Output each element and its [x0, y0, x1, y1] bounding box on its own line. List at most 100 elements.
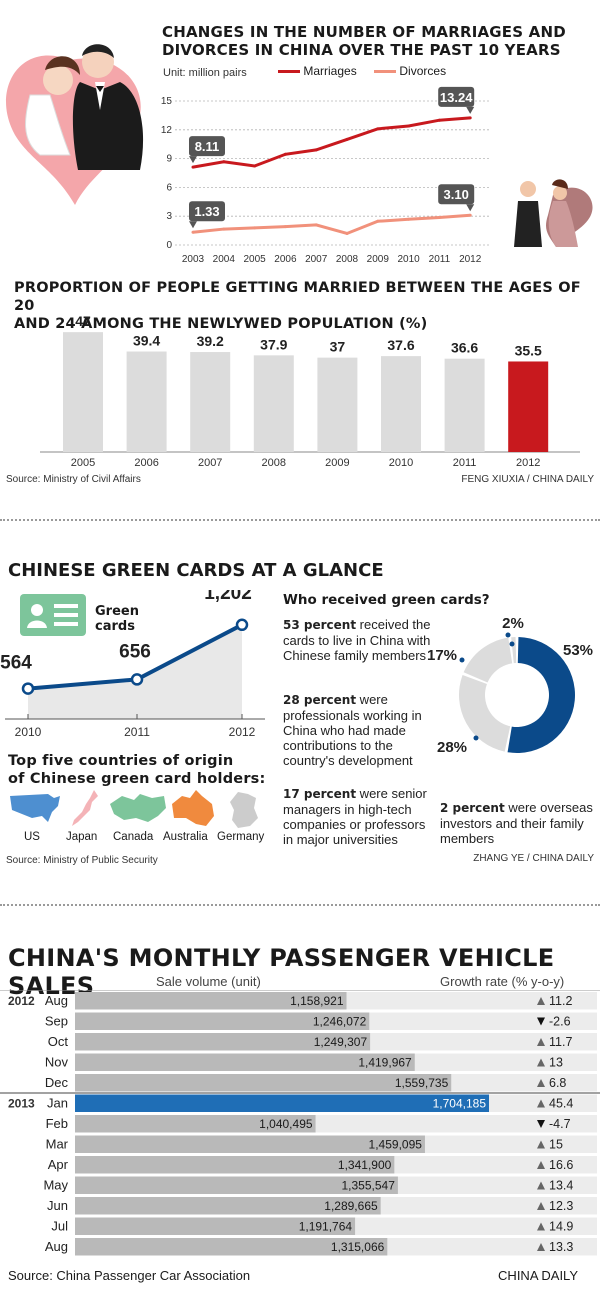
bar: [317, 357, 358, 452]
y-tick-label: 12: [161, 125, 173, 136]
growth-value-label: 13.4: [549, 1179, 573, 1193]
slice-label: 53%: [563, 642, 593, 659]
month-label: Aug: [45, 993, 68, 1008]
green-card-icon: [20, 594, 86, 636]
growth-value-label: 45.4: [549, 1097, 573, 1111]
up-triangle-icon: [537, 1140, 545, 1149]
x-tick-label: 2010: [15, 725, 42, 739]
series-line-marriages: [192, 116, 471, 169]
x-tick-label: 2009: [367, 254, 390, 265]
data-point: [21, 682, 35, 695]
up-triangle-icon: [537, 1058, 545, 1067]
source-label: Source: China Passenger Car Association: [8, 1268, 251, 1283]
growth-value-label: 14.9: [549, 1220, 573, 1234]
data-point: [314, 223, 318, 227]
callout-box: [189, 201, 225, 222]
x-tick-label: 2004: [213, 254, 236, 265]
growth-value-label: 11.7: [549, 1035, 572, 1049]
callout-pointer: [189, 221, 197, 229]
sales-value-label: 1,341,900: [338, 1158, 392, 1172]
callout-label: 1.33: [194, 204, 219, 219]
x-tick-label: 2006: [274, 254, 297, 265]
bar: [126, 351, 167, 452]
y-tick-label: 9: [166, 154, 172, 165]
source-label: Source: Ministry of Public Security: [6, 855, 158, 866]
x-tick-label: 2007: [198, 457, 222, 469]
callout-box: [438, 86, 475, 107]
growth-value-label: 12.3: [549, 1199, 573, 1213]
country-label: Australia: [163, 831, 208, 843]
marriage-chart-title: CHANGES IN THE NUMBER OF MARRIAGES AND D…: [162, 23, 566, 59]
title-line-2: AND 24 AMONG THE NEWLYWED POPULATION (%): [14, 316, 428, 332]
month-label: Mar: [46, 1137, 69, 1152]
sales-value-label: 1,158,921: [290, 994, 344, 1008]
sales-bar: [75, 1176, 398, 1194]
section-divider: [0, 904, 600, 906]
legend-marriages-label: Marriages: [303, 64, 357, 78]
bar-value-label: 39.4: [133, 333, 160, 349]
callout-divorces-end: 3.10: [438, 184, 475, 212]
legend: Marriages Divorces: [278, 64, 446, 78]
x-tick-label: 2012: [459, 254, 482, 265]
data-label: 564: [0, 653, 32, 674]
up-triangle-icon: [537, 1099, 545, 1108]
callout-marriages-start: 8.11: [189, 136, 225, 164]
x-tick-label: 2012: [229, 725, 256, 739]
bar-value-label: 35.5: [515, 342, 542, 358]
country-label: Germany: [217, 831, 265, 843]
data-point: [235, 618, 249, 632]
growth-value-label: 15: [549, 1138, 563, 1152]
month-label: Jun: [47, 1198, 68, 1213]
sales-bar: [75, 992, 347, 1010]
title-line-2: DIVORCES IN CHINA OVER THE PAST 10 YEARS: [162, 41, 561, 59]
data-point: [191, 165, 195, 169]
growth-value-label: 6.8: [549, 1076, 566, 1090]
sales-bar: [75, 1115, 316, 1133]
p53-text: 53 percent received the cards to live in…: [283, 617, 433, 663]
x-tick-label: 2011: [429, 254, 451, 265]
bar: [253, 355, 294, 452]
germany-map-icon: [230, 792, 258, 828]
growth-value-label: 13.3: [549, 1240, 573, 1254]
callout-marriages-end: 13.24: [438, 86, 475, 114]
p17-text: 17 percent were senior managers in high-…: [283, 786, 433, 847]
donut-slice: [459, 675, 511, 752]
x-tick-label: 2012: [516, 457, 540, 469]
sales-value-label: 1,355,547: [341, 1179, 395, 1193]
up-triangle-icon: [537, 1079, 545, 1087]
data-point: [468, 116, 472, 120]
unit-label: Unit: million pairs: [163, 67, 247, 79]
slice-label: 2%: [502, 615, 524, 632]
bar: [63, 332, 103, 452]
data-point: [345, 231, 349, 235]
bar-value-label: 39.2: [197, 333, 224, 349]
up-triangle-icon: [537, 1243, 545, 1251]
p28-bold: 28 percent: [283, 693, 357, 707]
credit-label: FENG XIUXIA / CHINA DAILY: [461, 474, 594, 485]
sales-value-label: 1,704,185: [433, 1097, 487, 1111]
x-tick-label: 2011: [124, 725, 150, 739]
sales-bar: [75, 1217, 356, 1235]
p53-bold: 53 percent: [283, 618, 357, 632]
callout-divorces-start: 1.33: [189, 201, 225, 229]
x-tick-label: 2003: [182, 254, 205, 265]
bar: [190, 352, 231, 452]
data-point: [437, 118, 441, 122]
sales-value-label: 1,246,072: [313, 1015, 367, 1029]
month-label: Dec: [45, 1075, 69, 1090]
bar: [381, 356, 421, 452]
y-tick-label: 15: [161, 96, 173, 107]
country-label: Canada: [113, 831, 154, 843]
year-label: 2012: [8, 994, 35, 1008]
p2-body: were overseas investors and their family…: [440, 800, 593, 846]
sales-bar: [75, 1033, 371, 1051]
p17-bold: 17 percent: [283, 787, 357, 801]
x-tick-label: 2007: [305, 254, 328, 265]
credit-label: CHINA DAILY: [498, 1268, 578, 1283]
month-label: Jul: [51, 1219, 68, 1234]
up-triangle-icon: [537, 1038, 545, 1046]
legend-divorces-label: Divorces: [399, 64, 447, 78]
growth-value-label: -4.7: [549, 1117, 571, 1131]
up-triangle-icon: [537, 1222, 545, 1231]
x-tick-label: 2010: [389, 457, 413, 469]
